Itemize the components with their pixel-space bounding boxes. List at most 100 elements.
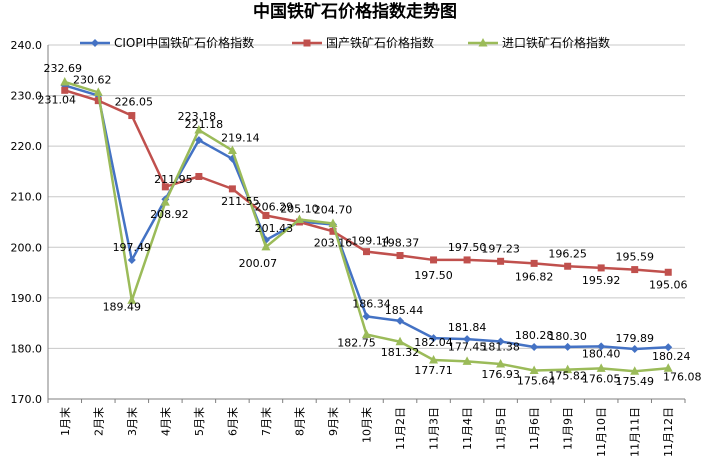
data-point bbox=[194, 136, 203, 145]
data-point bbox=[529, 365, 539, 374]
legend-label: 进口铁矿石价格指数 bbox=[502, 35, 610, 50]
axes: 170.0 180.0 190.0 200.0 210.0 220.0 230.0 240.0… bbox=[11, 39, 686, 457]
series-2 bbox=[61, 86, 672, 276]
data-point bbox=[563, 364, 573, 374]
x-tick-label: 11月9日 bbox=[562, 407, 575, 450]
data-label: 208.92 bbox=[150, 208, 189, 221]
data-point bbox=[60, 76, 70, 86]
data-point bbox=[597, 264, 605, 272]
data-point bbox=[161, 183, 169, 191]
legend: CIOPI中国铁矿石价格指数 国产铁矿石价格指数 进口铁矿石价格指数 bbox=[80, 35, 610, 50]
data-label: 197.50 bbox=[448, 241, 487, 254]
data-label: 204.70 bbox=[314, 204, 353, 217]
data-label: 176.93 bbox=[481, 368, 520, 381]
data-point bbox=[497, 257, 505, 265]
y-tick-label: 180.0 bbox=[11, 342, 43, 355]
data-label: 196.82 bbox=[515, 270, 554, 283]
x-tick-label: 11月3日 bbox=[428, 407, 441, 450]
data-point bbox=[664, 343, 673, 352]
data-point bbox=[430, 256, 438, 264]
data-label: 181.32 bbox=[381, 346, 420, 359]
data-point bbox=[429, 334, 438, 343]
data-point bbox=[127, 255, 136, 264]
legend-entry-2: 国产铁矿石价格指数 bbox=[292, 35, 434, 50]
data-point bbox=[94, 97, 102, 105]
data-label: 211.95 bbox=[154, 173, 193, 186]
series-3 bbox=[60, 76, 673, 375]
data-point bbox=[262, 211, 270, 219]
data-label: 175.64 bbox=[517, 374, 556, 387]
data-point bbox=[630, 344, 639, 353]
data-label: 180.28 bbox=[515, 329, 554, 342]
data-label: 195.59 bbox=[615, 251, 654, 264]
data-point bbox=[630, 366, 640, 375]
data-label: 180.30 bbox=[548, 330, 587, 343]
data-point bbox=[396, 316, 405, 325]
data-label: 231.04 bbox=[38, 93, 77, 106]
x-tick-label: 11月11日 bbox=[629, 407, 642, 457]
data-label: 181.38 bbox=[481, 340, 520, 353]
x-tick-label: 5月末 bbox=[192, 407, 206, 436]
data-point bbox=[395, 336, 405, 346]
legend-entry-1: CIOPI中国铁矿石价格指数 bbox=[80, 35, 254, 50]
data-label: 196.25 bbox=[548, 247, 587, 260]
data-label: 232.69 bbox=[44, 62, 83, 75]
x-tick-label: 6月末 bbox=[225, 407, 239, 436]
legend-swatch-marker bbox=[303, 39, 311, 47]
data-point bbox=[227, 145, 237, 154]
legend-label: CIOPI中国铁矿石价格指数 bbox=[114, 35, 254, 50]
data-label: 180.40 bbox=[582, 347, 621, 360]
data-point bbox=[462, 356, 472, 365]
data-point bbox=[228, 185, 236, 193]
data-label: 221.18 bbox=[185, 118, 224, 131]
data-point bbox=[363, 248, 370, 256]
data-point bbox=[194, 125, 204, 134]
data-label: 175.49 bbox=[615, 375, 654, 388]
x-tick-label: 11月2日 bbox=[394, 407, 407, 450]
y-tick-label: 190.0 bbox=[11, 292, 43, 305]
x-tick-label: 9月末 bbox=[326, 407, 340, 436]
data-point bbox=[61, 86, 69, 94]
x-tick-label: 3月末 bbox=[125, 407, 139, 436]
x-tick-label: 11月6日 bbox=[528, 407, 541, 450]
legend-swatch-marker bbox=[91, 39, 99, 47]
data-label: 203.16 bbox=[314, 236, 353, 249]
data-label: 198.37 bbox=[381, 237, 420, 250]
x-tick-label: 8月末 bbox=[292, 407, 306, 436]
data-label: 180.24 bbox=[652, 350, 691, 363]
data-point bbox=[463, 335, 472, 344]
data-point bbox=[496, 337, 505, 346]
x-tick-label: 10月末 bbox=[360, 407, 374, 443]
data-point bbox=[160, 197, 170, 206]
data-label: 201.43 bbox=[255, 222, 294, 235]
data-label: 186.34 bbox=[352, 297, 391, 310]
data-label: 182.75 bbox=[337, 337, 376, 350]
data-point bbox=[597, 342, 606, 351]
data-label: 197.49 bbox=[113, 241, 152, 254]
data-point bbox=[93, 87, 103, 96]
data-point bbox=[429, 355, 439, 364]
grid bbox=[48, 44, 685, 400]
y-tick-label: 240.0 bbox=[11, 39, 43, 52]
data-point bbox=[530, 259, 538, 267]
x-tick-label: 11月10日 bbox=[595, 407, 608, 457]
x-tick-label: 7月末 bbox=[259, 407, 273, 436]
data-label: 181.84 bbox=[448, 321, 487, 334]
data-label: 176.08 bbox=[663, 370, 702, 383]
data-label: 226.05 bbox=[115, 96, 154, 109]
data-point bbox=[663, 363, 673, 372]
data-point bbox=[127, 295, 137, 304]
data-label: 195.06 bbox=[649, 278, 688, 291]
data-label: 197.23 bbox=[481, 242, 520, 255]
data-point bbox=[664, 268, 672, 276]
x-tick-label: 11月12日 bbox=[662, 407, 675, 457]
data-point bbox=[563, 342, 572, 351]
data-label: 185.44 bbox=[385, 304, 424, 317]
series-line bbox=[64, 80, 669, 373]
data-point bbox=[329, 227, 337, 235]
data-point bbox=[362, 329, 371, 339]
data-point bbox=[328, 218, 338, 228]
data-point bbox=[564, 262, 572, 270]
